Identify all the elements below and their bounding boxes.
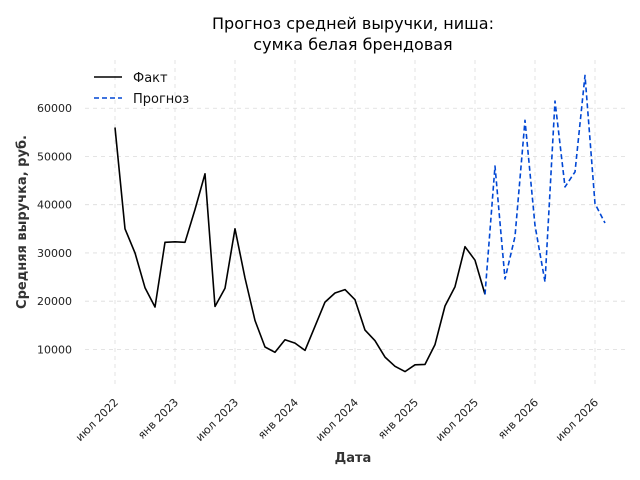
y-axis-label: Средняя выручка, руб.	[15, 135, 30, 309]
x-axis-ticks: июл 2022 янв 2023 июл 2023 янв 2024 июл 2024…	[73, 396, 601, 444]
legend-label-forecast: Прогноз	[133, 92, 189, 107]
y-tick-label: 30000	[37, 247, 72, 260]
y-tick-label: 20000	[37, 295, 72, 308]
x-tick-label: июл 2025	[433, 396, 481, 444]
y-tick-label: 50000	[37, 150, 72, 163]
series-layer	[114, 74, 606, 373]
x-axis-label: Дата	[335, 451, 372, 466]
legend: Факт Прогноз	[94, 71, 189, 107]
x-tick-label: июл 2026	[553, 396, 601, 444]
grid	[85, 60, 625, 388]
x-tick-label: янв 2025	[375, 396, 421, 442]
x-tick-label: июл 2022	[73, 396, 121, 444]
x-tick-label: июл 2024	[313, 396, 361, 444]
y-tick-label: 60000	[37, 102, 72, 115]
legend-label-fact: Факт	[133, 71, 168, 86]
series-line-forecast	[484, 74, 606, 295]
x-tick-label: янв 2026	[495, 396, 541, 442]
y-tick-label: 10000	[37, 343, 72, 356]
y-tick-label: 40000	[37, 199, 72, 212]
series-line-fact	[114, 127, 486, 373]
chart-title-line-1: Прогноз средней выручки, ниша:	[212, 14, 494, 33]
x-tick-label: янв 2024	[255, 396, 301, 442]
y-axis-ticks: 10000 20000 30000 40000 50000 60000	[37, 102, 72, 356]
x-tick-label: янв 2023	[135, 396, 181, 442]
chart-title-line-2: сумка белая брендовая	[253, 35, 452, 54]
x-tick-label: июл 2023	[193, 396, 241, 444]
